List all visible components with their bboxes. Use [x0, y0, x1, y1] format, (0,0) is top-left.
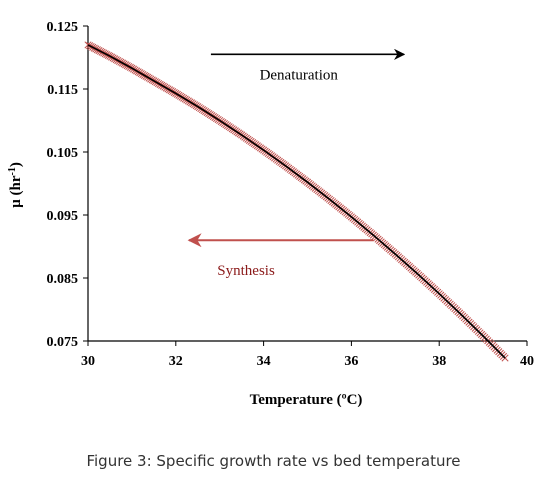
x-axis-title: Temperature (ºC) — [250, 392, 363, 408]
annotations: Denaturation Synthesis — [187, 48, 406, 279]
axes — [87, 26, 527, 342]
x-tick-label: 36 — [344, 354, 358, 369]
y-axis-title-sup: -1 — [7, 167, 18, 175]
denaturation-label: Denaturation — [260, 68, 339, 84]
y-tick-label: 0.125 — [47, 20, 79, 35]
y-tick-label: 0.115 — [47, 83, 78, 98]
y-axis-title-main: µ (hr — [8, 175, 24, 208]
fit-curve — [87, 44, 506, 359]
curve-group — [84, 41, 509, 362]
x-tick-label: 32 — [169, 354, 183, 369]
x-tick-label: 30 — [81, 354, 95, 369]
x-tick-label: 34 — [257, 354, 271, 369]
y-tick-label: 0.105 — [47, 146, 79, 161]
chart: 30 32 34 36 38 40 0.075 0.085 0.095 0.105 0.115 0.1… — [7, 20, 535, 408]
y-tick-label: 0.075 — [47, 335, 79, 350]
x-tick-label: 38 — [432, 354, 446, 369]
synthesis-label: Synthesis — [217, 263, 275, 279]
y-axis-title: µ (hr-1) — [7, 162, 25, 208]
figure-caption: Figure 3: Specific growth rate vs bed te… — [86, 452, 461, 470]
y-tick-label: 0.085 — [47, 272, 79, 287]
x-tick-label: 40 — [520, 354, 534, 369]
curve-markers — [84, 41, 509, 362]
y-tick-label: 0.095 — [47, 209, 79, 224]
ticks: 30 32 34 36 38 40 0.075 0.085 0.095 0.105 0.115 0.1… — [47, 20, 535, 369]
y-axis-title-end: ) — [8, 162, 24, 167]
